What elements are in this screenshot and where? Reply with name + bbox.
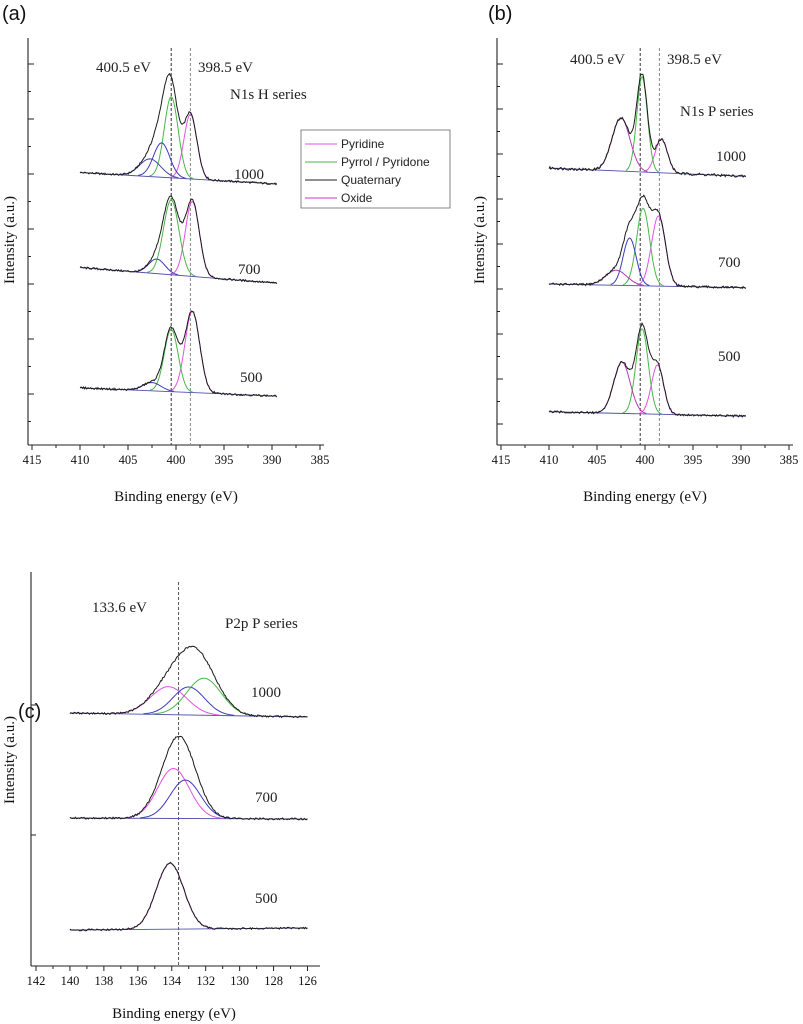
x-tick-label: 136	[128, 974, 147, 988]
component-peak	[151, 677, 256, 717]
x-tick-label: 410	[540, 453, 559, 467]
panel-c-title: P2p P series	[225, 616, 298, 632]
x-tick-label: 405	[588, 453, 607, 467]
panel-a-ref-label-0: 400.5 eV	[96, 60, 151, 76]
x-tick-label: 134	[162, 974, 182, 988]
panel-c-y-title: Intensity (a.u.)	[2, 716, 18, 804]
component-peak	[127, 862, 214, 930]
envelope-line	[69, 861, 308, 932]
component-peak	[135, 258, 179, 276]
x-tick-label: 395	[215, 453, 234, 467]
x-tick-label: 130	[230, 974, 249, 988]
x-tick-label: 390	[263, 453, 282, 467]
series-500	[79, 310, 278, 398]
panel-b-series-label-2: 500	[718, 349, 741, 365]
x-tick-label: 385	[780, 453, 799, 467]
panel-a-series-label-2: 500	[240, 370, 263, 386]
component-peak	[622, 207, 664, 287]
panel-a-series-label-0: 1000	[234, 167, 264, 183]
x-tick-label: 126	[298, 974, 317, 988]
x-tick-label: 390	[732, 453, 751, 467]
component-peak	[170, 201, 215, 279]
panel-b-x-title: Binding energy (eV)	[583, 489, 707, 505]
panel-b: (b) 400.5 eV 398.5 eV N1s P series 1000 …	[472, 3, 798, 505]
panel-a: (a) 400.5 eV 398.5 eV N1s H series 1000 …	[2, 3, 451, 505]
series-500	[69, 861, 308, 932]
panel-b-letter: (b)	[488, 3, 512, 25]
series-1000	[69, 645, 308, 719]
component-peak	[121, 158, 179, 179]
panel-c-series-label-1: 700	[255, 790, 278, 806]
panel-a-legend: Pyridine Pyrrol / Pyridone Quaternary Ox…	[300, 129, 451, 209]
component-peak	[639, 364, 677, 415]
series-700	[69, 735, 308, 821]
panel-b-series-label-0: 1000	[716, 149, 746, 165]
x-tick-label: 415	[23, 453, 42, 467]
x-tick-label: 400	[636, 453, 655, 467]
panel-a-y-title: Intensity (a.u.)	[2, 196, 18, 284]
component-peak	[643, 138, 679, 174]
component-peak	[589, 269, 644, 286]
panel-b-ref-label-0: 400.5 eV	[570, 52, 625, 68]
x-tick-label: 405	[119, 453, 138, 467]
panel-c-ref-label-0: 133.6 eV	[92, 600, 147, 616]
envelope-line	[69, 735, 308, 821]
series-700	[548, 194, 747, 290]
component-peak	[636, 215, 680, 287]
panel-a-legend-box	[300, 129, 451, 209]
component-peak	[168, 311, 217, 394]
background-line	[69, 817, 308, 820]
series-500	[548, 322, 747, 418]
series-1000	[548, 73, 747, 178]
legend-label-quaternary: Quaternary	[341, 173, 401, 187]
panel-b-y-title: Intensity (a.u.)	[472, 196, 488, 284]
panel-a-ref-label-1: 398.5 eV	[198, 60, 253, 76]
panel-a-x-title: Binding energy (eV)	[114, 489, 238, 505]
series-1000	[79, 72, 278, 186]
x-tick-label: 410	[71, 453, 90, 467]
panel-c-series-label-0: 1000	[251, 685, 281, 701]
panel-a-title: N1s H series	[230, 87, 307, 103]
envelope-line	[69, 645, 308, 719]
x-tick-label: 128	[264, 974, 283, 988]
envelope-line	[548, 73, 747, 178]
envelope-line	[548, 194, 747, 290]
panel-c-series-label-2: 500	[255, 891, 278, 907]
component-peak	[622, 328, 662, 415]
panel-b-title: N1s P series	[680, 104, 754, 120]
x-tick-label: 400	[167, 453, 186, 467]
component-peak	[610, 237, 650, 286]
panel-b-series-label-1: 700	[718, 255, 741, 271]
x-tick-label: 132	[196, 974, 215, 988]
envelope-line	[548, 322, 747, 418]
series-700	[79, 194, 278, 285]
panel-c: (c) 133.6 eV P2p P series 1000 700 500 B…	[2, 572, 320, 1022]
legend-label-pyridine: Pyridine	[341, 137, 385, 151]
panel-a-letter: (a)	[2, 3, 26, 25]
component-peak	[148, 96, 194, 180]
panel-c-x-title: Binding energy (eV)	[112, 1006, 236, 1022]
component-peak	[140, 779, 231, 819]
component-peak	[625, 75, 660, 173]
legend-label-pyrrol: Pyrrol / Pyridone	[341, 155, 430, 169]
component-peak	[143, 686, 235, 716]
component-peak	[137, 142, 186, 179]
component-peak	[124, 767, 223, 819]
panel-b-ref-label-1: 398.5 eV	[667, 52, 722, 68]
panel-a-series-label-1: 700	[238, 262, 261, 278]
legend-label-oxide: Oxide	[341, 191, 373, 205]
envelope-line	[79, 194, 278, 285]
panel-c-letter: (c)	[18, 701, 41, 723]
component-peak	[147, 199, 196, 277]
x-tick-label: 140	[61, 974, 80, 988]
x-tick-label: 138	[95, 974, 114, 988]
envelope-line	[79, 72, 278, 186]
x-tick-label: 395	[684, 453, 703, 467]
component-peak	[597, 361, 647, 414]
x-tick-label: 415	[492, 453, 511, 467]
x-tick-label: 385	[311, 453, 330, 467]
x-tick-label: 142	[27, 974, 46, 988]
envelope-line	[79, 310, 278, 398]
